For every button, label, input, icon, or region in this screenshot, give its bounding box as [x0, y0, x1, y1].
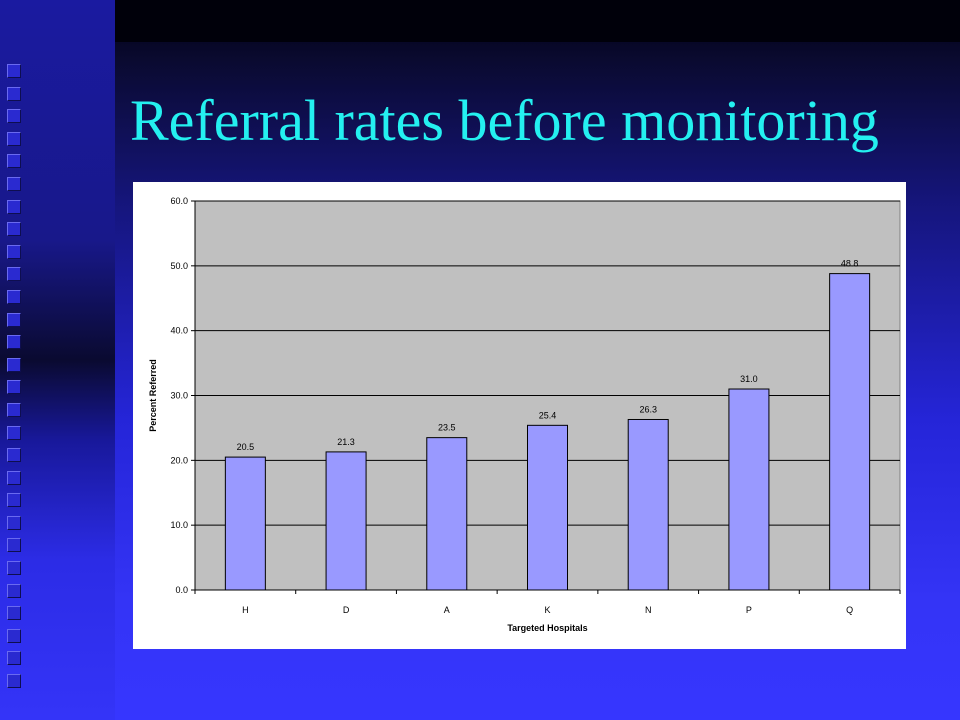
decorative-square — [7, 86, 21, 101]
x-axis-title: Targeted Hospitals — [507, 623, 587, 633]
slide-title: Referral rates before monitoring — [130, 88, 879, 153]
bar-h — [224, 456, 266, 591]
decorative-square — [7, 154, 21, 169]
data-label: 31.0 — [740, 374, 758, 384]
y-tick-label: 60.0 — [170, 196, 188, 206]
decorative-square — [7, 244, 21, 259]
decorative-square — [7, 267, 21, 282]
y-tick-label: 20.0 — [170, 455, 188, 465]
decorative-square — [7, 470, 21, 485]
data-label: 20.5 — [237, 442, 255, 452]
data-label: 26.3 — [639, 404, 657, 414]
bar-d — [325, 451, 367, 591]
decorative-square — [7, 448, 21, 463]
decorative-square — [7, 515, 21, 530]
y-axis-title: Percent Referred — [148, 359, 158, 432]
x-tick-label: P — [746, 605, 752, 615]
y-tick-label: 50.0 — [170, 261, 188, 271]
decorative-square — [7, 199, 21, 214]
decorative-square — [7, 538, 21, 553]
data-labels: 20.5 21.3 23.5 25.4 26.3 31.0 48.8 — [237, 259, 859, 452]
decorative-square — [7, 583, 21, 598]
bar-p — [728, 388, 770, 591]
decorative-square — [7, 493, 21, 508]
decorative-square — [7, 357, 21, 372]
x-tick-label: K — [544, 605, 550, 615]
x-tick-label: N — [645, 605, 652, 615]
decorative-square — [7, 109, 21, 124]
top-decorative-band — [115, 0, 960, 42]
x-tick-label: D — [343, 605, 350, 615]
decorative-square — [7, 628, 21, 643]
x-tick-label: H — [242, 605, 249, 615]
decorative-square — [7, 380, 21, 395]
decorative-squares — [7, 64, 23, 697]
x-tick-label: A — [444, 605, 450, 615]
decorative-square — [7, 64, 21, 78]
decorative-square — [7, 289, 21, 304]
decorative-square — [7, 131, 21, 146]
data-label: 48.8 — [841, 259, 859, 269]
x-tick-label: Q — [846, 605, 853, 615]
bars — [224, 273, 871, 591]
decorative-square — [7, 674, 21, 689]
decorative-square — [7, 312, 21, 327]
y-tick-label: 40.0 — [170, 326, 188, 336]
y-tick-label: 0.0 — [175, 585, 188, 595]
decorative-square — [7, 606, 21, 621]
bar-a — [426, 437, 468, 591]
bar-q — [829, 273, 871, 591]
chart-svg: 0.0 10.0 20.0 30.0 40.0 50.0 60.0 H D A K N P Q 20.5… — [148, 196, 901, 633]
data-label: 21.3 — [337, 437, 355, 447]
bar-chart: 0.0 10.0 20.0 30.0 40.0 50.0 60.0 H D A K N P Q 20.5… — [133, 182, 906, 649]
decorative-square — [7, 425, 21, 440]
decorative-square — [7, 402, 21, 417]
axes — [191, 200, 901, 594]
decorative-square — [7, 651, 21, 666]
y-tick-label: 10.0 — [170, 520, 188, 530]
decorative-square — [7, 335, 21, 350]
bar-k — [527, 424, 568, 591]
y-tick-label: 30.0 — [170, 391, 188, 401]
decorative-square — [7, 561, 21, 576]
data-label: 25.4 — [539, 410, 557, 420]
data-label: 23.5 — [438, 423, 456, 433]
y-tick-labels: 0.0 10.0 20.0 30.0 40.0 50.0 60.0 — [170, 196, 188, 595]
decorative-square — [7, 222, 21, 237]
bar-n — [627, 418, 669, 591]
decorative-square — [7, 176, 21, 191]
